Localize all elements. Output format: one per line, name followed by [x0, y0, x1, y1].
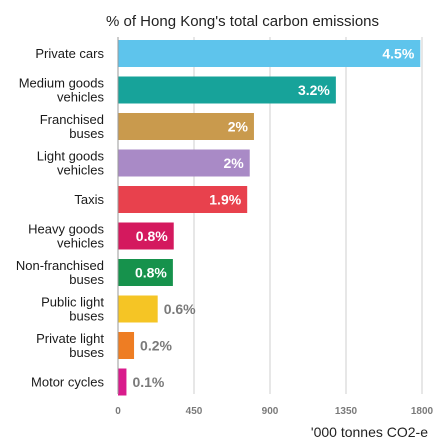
category-label: buses: [69, 345, 104, 360]
category-label: Light goods: [37, 149, 105, 164]
value-label: 0.2%: [140, 338, 172, 354]
chart-title: % of Hong Kong's total carbon emissions: [106, 13, 379, 30]
category-label: Heavy goods: [28, 222, 104, 237]
bar: [118, 186, 248, 213]
value-label: 0.1%: [132, 374, 164, 390]
category-label: Private cars: [35, 46, 104, 61]
category-label: buses: [69, 272, 104, 287]
category-label: Private light: [36, 331, 104, 346]
value-label: 0.8%: [135, 265, 167, 281]
bar: [118, 259, 173, 286]
bar: [118, 113, 254, 140]
bar: [118, 76, 336, 104]
x-tick-label: 1350: [335, 406, 358, 417]
category-label: vehicles: [57, 236, 104, 251]
x-tick-label: 0: [115, 406, 121, 417]
bar: [118, 222, 174, 250]
category-label: Non-franchised: [16, 258, 104, 273]
x-tick-label: 1800: [411, 406, 434, 417]
bar: [118, 149, 250, 177]
category-label: Medium goods: [19, 76, 105, 91]
x-tick-labels: 0 450 900 1350 1800: [115, 406, 433, 417]
category-label: Motor cycles: [31, 375, 104, 390]
value-label: 4.5%: [382, 46, 414, 62]
value-label: 0.8%: [136, 228, 168, 244]
x-axis-label: '000 tonnes CO2-e: [311, 424, 428, 440]
value-label: 0.6%: [164, 301, 196, 317]
bar: [118, 368, 127, 396]
bar: [118, 40, 421, 67]
x-tick-label: 450: [186, 406, 203, 417]
bars: [118, 40, 421, 396]
value-label: 2%: [223, 155, 244, 171]
category-label: Taxis: [74, 192, 104, 207]
value-label: 3.2%: [298, 82, 330, 98]
bar: [118, 332, 135, 359]
value-label: 1.9%: [209, 192, 241, 208]
category-label: buses: [69, 126, 104, 141]
category-label: buses: [69, 309, 104, 324]
value-label: 2%: [228, 119, 249, 135]
bar: [118, 295, 158, 323]
value-labels: 4.5% 3.2% 2% 2% 1.9% 0.8% 0.8% 0.6% 0.2% 0.1%: [132, 46, 414, 391]
category-label: Franchised: [40, 112, 104, 127]
category-label: vehicles: [57, 163, 104, 178]
category-label: Public light: [41, 295, 104, 310]
category-label: vehicles: [57, 90, 104, 105]
x-tick-label: 900: [262, 406, 279, 417]
